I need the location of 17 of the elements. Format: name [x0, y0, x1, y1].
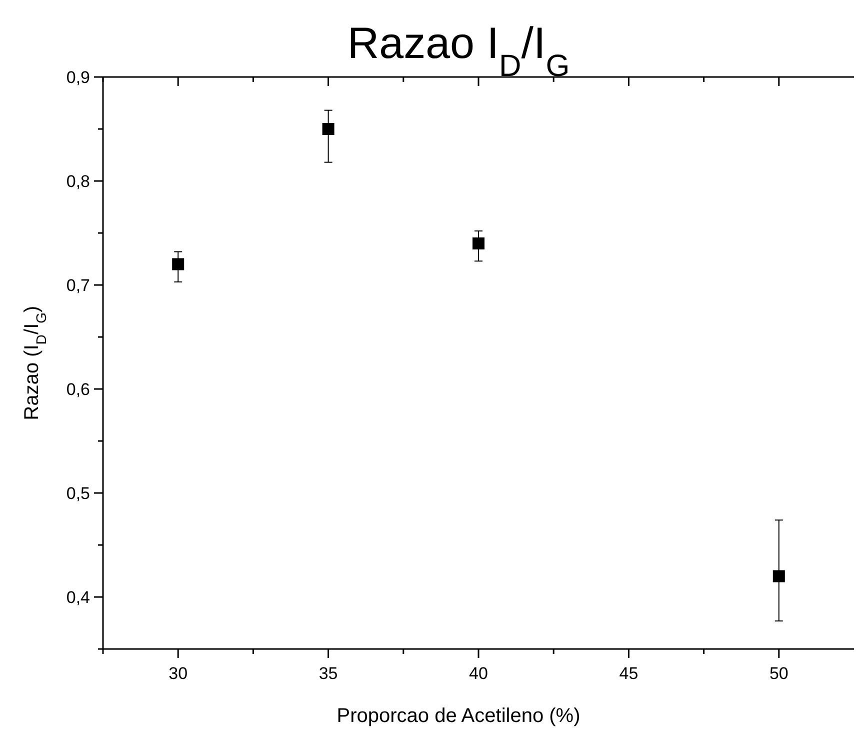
y-tick-label: 0,4	[66, 588, 90, 607]
y-tick-label: 0,8	[66, 172, 90, 191]
x-axis-title: Proporcao de Acetileno (%)	[336, 705, 580, 727]
x-tick-label: 50	[769, 664, 788, 683]
y-tick-label: 0,7	[66, 276, 90, 295]
y-tick-label: 0,5	[66, 484, 90, 503]
point	[472, 237, 484, 250]
x-tick-label: 45	[619, 664, 638, 683]
point	[172, 258, 184, 270]
x-tick-label: 40	[469, 664, 488, 683]
x-tick-label: 30	[168, 664, 188, 683]
point	[772, 570, 785, 582]
point	[322, 123, 334, 135]
chart-title: Razao I$_{D}$/I$_{G}$	[347, 19, 570, 82]
y-tick-label: 0,9	[66, 68, 90, 87]
y-tick-label: 0,6	[66, 380, 90, 399]
x-tick-label: 35	[318, 664, 338, 683]
